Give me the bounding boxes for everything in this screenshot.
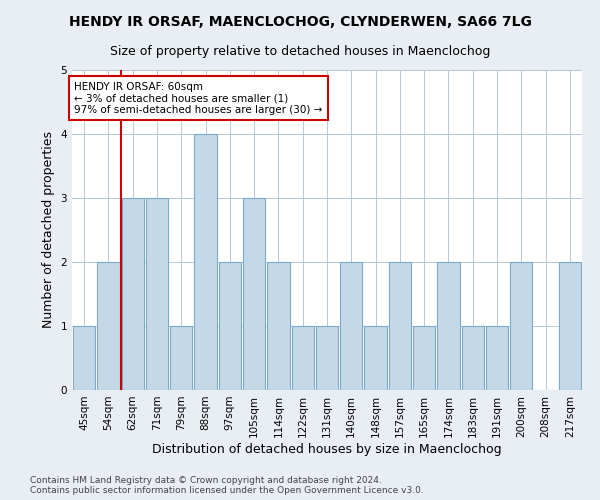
Bar [461, 326, 484, 390]
Text: HENDY IR ORSAF, MAENCLOCHOG, CLYNDERWEN, SA66 7LG: HENDY IR ORSAF, MAENCLOCHOG, CLYNDERWEN,… [68, 15, 532, 29]
Bar [73, 326, 95, 390]
Bar [316, 326, 338, 390]
Bar [146, 198, 168, 390]
Bar [292, 326, 314, 390]
Bar [340, 262, 362, 390]
Bar [364, 326, 387, 390]
Text: Contains HM Land Registry data © Crown copyright and database right 2024.
Contai: Contains HM Land Registry data © Crown c… [30, 476, 424, 495]
Bar [559, 262, 581, 390]
Bar [510, 262, 532, 390]
Bar [218, 262, 241, 390]
Bar [122, 198, 144, 390]
Bar [437, 262, 460, 390]
Bar [194, 134, 217, 390]
Bar [413, 326, 436, 390]
Y-axis label: Number of detached properties: Number of detached properties [42, 132, 55, 328]
Bar [97, 262, 119, 390]
Bar [389, 262, 411, 390]
Bar [170, 326, 193, 390]
Bar [486, 326, 508, 390]
Text: Size of property relative to detached houses in Maenclochog: Size of property relative to detached ho… [110, 45, 490, 58]
Bar [243, 198, 265, 390]
X-axis label: Distribution of detached houses by size in Maenclochog: Distribution of detached houses by size … [152, 442, 502, 456]
Bar [267, 262, 290, 390]
Text: HENDY IR ORSAF: 60sqm
← 3% of detached houses are smaller (1)
97% of semi-detach: HENDY IR ORSAF: 60sqm ← 3% of detached h… [74, 82, 323, 114]
